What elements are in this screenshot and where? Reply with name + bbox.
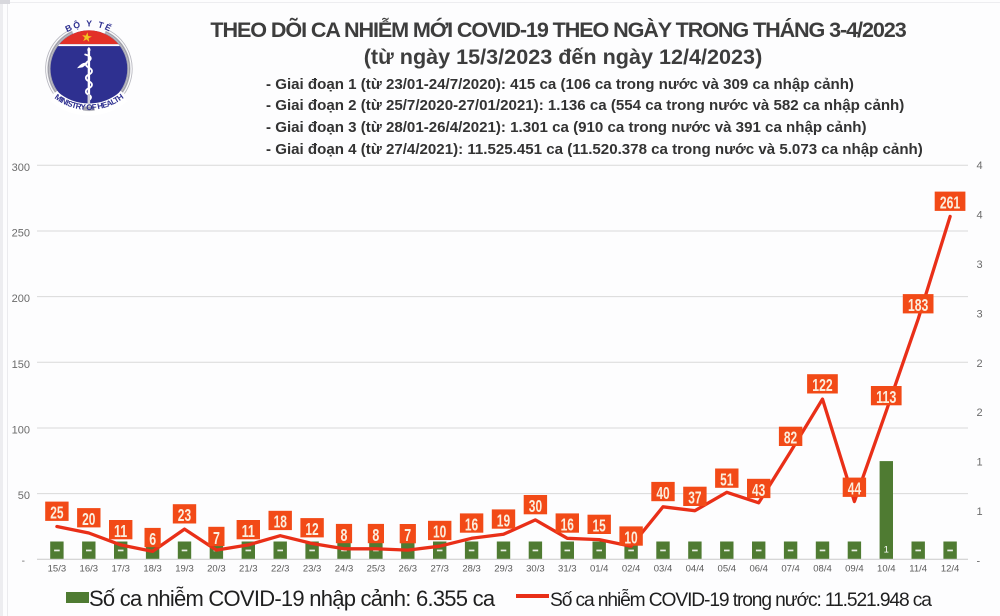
svg-text:200: 200: [12, 293, 30, 305]
svg-text:16: 16: [465, 514, 478, 534]
svg-text:10: 10: [433, 522, 446, 542]
svg-text:8: 8: [341, 525, 348, 545]
svg-text:183: 183: [908, 295, 928, 315]
svg-text:6: 6: [149, 529, 156, 549]
svg-text:18/3: 18/3: [143, 564, 162, 575]
svg-text:113: 113: [876, 387, 896, 407]
svg-text:05/4: 05/4: [718, 564, 737, 575]
svg-text:28/3: 28/3: [462, 564, 481, 575]
svg-text:12/4: 12/4: [941, 564, 960, 575]
svg-text:11/4: 11/4: [909, 564, 927, 575]
svg-text:4: 4: [977, 160, 983, 172]
svg-text:122: 122: [812, 375, 832, 395]
svg-text:30: 30: [529, 496, 542, 516]
svg-text:04/4: 04/4: [686, 564, 705, 575]
svg-text:250: 250: [12, 228, 30, 240]
svg-text:20: 20: [82, 509, 95, 529]
svg-text:16/3: 16/3: [80, 564, 99, 575]
svg-text:300: 300: [12, 162, 30, 174]
svg-text:29/3: 29/3: [494, 564, 513, 575]
svg-text:10: 10: [624, 527, 637, 547]
svg-text:30/3: 30/3: [526, 564, 545, 575]
svg-text:01/4: 01/4: [590, 564, 609, 575]
svg-text:09/4: 09/4: [845, 564, 864, 575]
svg-text:1: 1: [884, 545, 889, 556]
svg-text:06/4: 06/4: [749, 564, 768, 575]
svg-text:3: 3: [977, 308, 983, 320]
svg-text:31/3: 31/3: [558, 564, 577, 575]
svg-text:2: 2: [977, 407, 983, 419]
svg-text:50: 50: [18, 490, 30, 502]
svg-text:51: 51: [720, 470, 733, 490]
svg-text:19/3: 19/3: [175, 564, 194, 575]
svg-text:150: 150: [12, 359, 30, 371]
svg-text:16: 16: [561, 514, 574, 534]
svg-text:37: 37: [688, 488, 701, 508]
svg-text:19: 19: [497, 510, 510, 530]
svg-text:24/3: 24/3: [335, 564, 354, 575]
svg-text:08/4: 08/4: [813, 564, 832, 575]
svg-text:07/4: 07/4: [781, 564, 800, 575]
svg-text:40: 40: [656, 483, 669, 503]
svg-text:11: 11: [114, 521, 127, 541]
svg-text:11: 11: [242, 521, 255, 541]
svg-text:2: 2: [977, 358, 983, 370]
svg-text:8: 8: [372, 525, 379, 545]
svg-text:15: 15: [593, 516, 606, 536]
svg-text:10/4: 10/4: [877, 564, 896, 575]
svg-text:-: -: [977, 556, 981, 568]
svg-text:7: 7: [404, 525, 411, 545]
svg-text:261: 261: [940, 193, 960, 213]
svg-text:26/3: 26/3: [399, 564, 418, 575]
svg-text:43: 43: [752, 480, 765, 500]
svg-text:03/4: 03/4: [654, 564, 673, 575]
svg-text:27/3: 27/3: [430, 564, 449, 575]
svg-text:23: 23: [178, 505, 191, 525]
svg-text:82: 82: [784, 428, 797, 448]
svg-text:25/3: 25/3: [367, 564, 386, 575]
svg-text:21/3: 21/3: [239, 564, 258, 575]
svg-text:15/3: 15/3: [48, 564, 67, 575]
svg-text:18: 18: [274, 512, 287, 532]
svg-text:44: 44: [848, 479, 861, 499]
svg-text:20/3: 20/3: [207, 564, 226, 575]
svg-text:25: 25: [50, 503, 63, 523]
svg-text:22/3: 22/3: [271, 564, 290, 575]
svg-text:12: 12: [305, 519, 318, 539]
svg-text:1: 1: [977, 457, 983, 469]
svg-text:02/4: 02/4: [622, 564, 641, 575]
svg-text:100: 100: [12, 425, 30, 437]
svg-text:-: -: [22, 556, 25, 567]
svg-text:23/3: 23/3: [303, 564, 322, 575]
svg-text:17/3: 17/3: [111, 564, 130, 575]
svg-text:1: 1: [977, 506, 983, 518]
svg-text:4: 4: [977, 210, 983, 222]
svg-text:3: 3: [977, 259, 983, 271]
svg-text:7: 7: [213, 528, 220, 548]
